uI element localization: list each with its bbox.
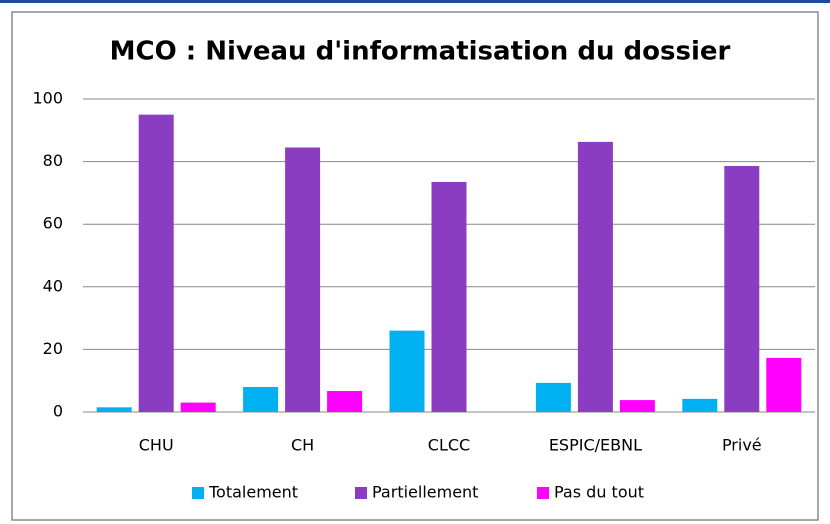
bar	[535, 382, 571, 412]
bar	[619, 400, 655, 412]
x-tick-label: Privé	[722, 436, 762, 455]
legend-swatch	[537, 487, 549, 499]
y-tick-label: 100	[32, 89, 63, 108]
bar	[138, 114, 174, 413]
bar	[766, 357, 802, 412]
x-tick-label: CLCC	[428, 436, 470, 455]
legend-label: Partiellement	[372, 483, 478, 502]
y-tick-label: 80	[43, 151, 63, 170]
y-tick-label: 20	[43, 339, 63, 358]
bar	[389, 330, 425, 412]
bar	[327, 391, 363, 412]
legend-swatch	[192, 487, 204, 499]
legend-label: Totalement	[208, 483, 298, 502]
x-tick-label: ESPIC/EBNL	[549, 436, 642, 455]
bar	[285, 147, 321, 412]
y-tick-label: 60	[43, 214, 63, 233]
chart-frame	[11, 11, 819, 521]
bar	[96, 407, 132, 412]
y-tick-label: 40	[43, 276, 63, 295]
bar	[431, 181, 467, 412]
legend-swatch	[355, 487, 367, 499]
chart-title: MCO : Niveau d'informatisation du dossie…	[110, 37, 731, 67]
bar	[724, 165, 760, 412]
x-tick-label: CHU	[139, 436, 174, 455]
top-strip	[0, 0, 830, 3]
bar	[180, 402, 216, 412]
legend-label: Pas du tout	[554, 483, 644, 502]
bar	[243, 386, 279, 412]
x-tick-label: CH	[291, 436, 314, 455]
bar	[577, 141, 613, 413]
bar	[682, 398, 718, 412]
y-tick-label: 0	[53, 402, 63, 421]
